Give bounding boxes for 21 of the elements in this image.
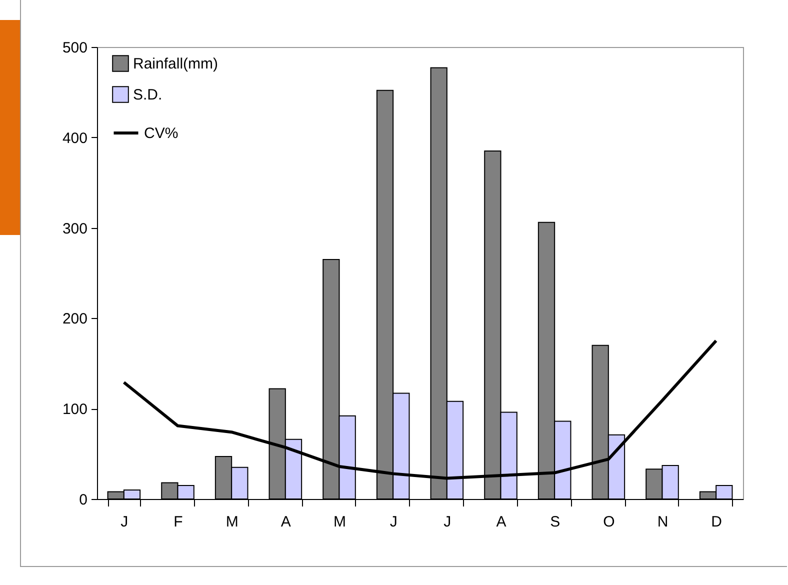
y-tick-label: 0: [79, 492, 88, 508]
x-tick-label: M: [226, 514, 238, 530]
x-tick-label: F: [174, 514, 183, 530]
legend-label: Rainfall(mm): [133, 56, 218, 72]
x-tick-label: D: [711, 514, 722, 530]
x-tick-label: S: [550, 514, 560, 530]
legend-label: CV%: [144, 125, 178, 142]
y-tick-label: 200: [62, 310, 88, 328]
x-tick-label: J: [444, 514, 452, 530]
legend-label: S.D.: [133, 86, 162, 104]
x-tick-label: A: [496, 514, 506, 530]
y-tick-label: 100: [62, 401, 88, 418]
x-tick-label: N: [657, 514, 668, 530]
x-tick-label: O: [603, 514, 615, 530]
y-tick-label: 400: [62, 130, 88, 147]
x-tick-label: J: [390, 514, 398, 530]
x-tick-label: M: [334, 514, 346, 530]
y-tick-label: 300: [62, 220, 88, 238]
x-tick-label: A: [280, 514, 291, 530]
y-tick-label: 500: [62, 40, 88, 56]
x-tick-label: J: [120, 514, 128, 530]
